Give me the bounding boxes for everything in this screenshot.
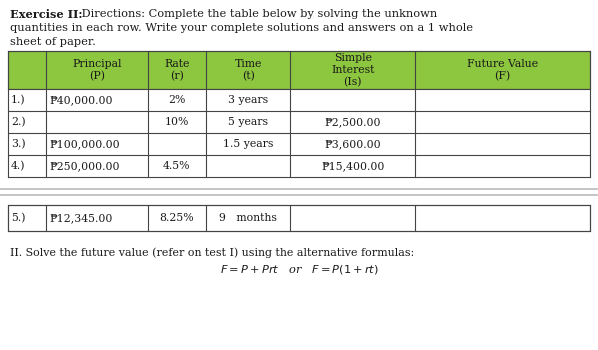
Text: ₱15,400.00: ₱15,400.00: [321, 161, 385, 171]
Text: quantities in each row. Write your complete solutions and answers on a 1 whole: quantities in each row. Write your compl…: [10, 23, 473, 33]
Text: ₱40,000.00: ₱40,000.00: [50, 95, 114, 105]
Text: ₱2,500.00: ₱2,500.00: [325, 117, 381, 127]
Text: 5.): 5.): [11, 213, 26, 223]
Text: ₱3,600.00: ₱3,600.00: [325, 139, 381, 149]
Text: Rate
(r): Rate (r): [164, 59, 190, 81]
Text: 4.): 4.): [11, 161, 26, 171]
Text: Directions: Complete the table below by solving the unknown: Directions: Complete the table below by …: [78, 9, 437, 19]
Text: Simple
Interest
(Is): Simple Interest (Is): [331, 53, 374, 87]
Text: 8.25%: 8.25%: [160, 213, 194, 223]
Text: II. Solve the future value (refer on test I) using the alternative formulas:: II. Solve the future value (refer on tes…: [10, 247, 414, 258]
Text: Principal
(P): Principal (P): [72, 59, 121, 81]
Text: 2.): 2.): [11, 117, 26, 127]
Text: 3 years: 3 years: [228, 95, 268, 105]
Text: 10%: 10%: [164, 117, 189, 127]
Text: ₱250,000.00: ₱250,000.00: [50, 161, 120, 171]
Bar: [8, 51, 590, 89]
Text: 5 years: 5 years: [228, 117, 268, 127]
Text: Future Value
(F): Future Value (F): [467, 59, 538, 81]
Text: ₱12,345.00: ₱12,345.00: [50, 213, 113, 223]
Bar: [8, 205, 590, 231]
Text: 1.): 1.): [11, 95, 26, 105]
Text: 1.5 years: 1.5 years: [223, 139, 273, 149]
Text: Time
(t): Time (t): [234, 59, 262, 81]
Text: sheet of paper.: sheet of paper.: [10, 37, 96, 47]
Text: 3.): 3.): [11, 139, 26, 149]
Text: ₱100,000.00: ₱100,000.00: [50, 139, 120, 149]
Text: 4.5%: 4.5%: [163, 161, 191, 171]
Text: Exercise II:: Exercise II:: [10, 9, 83, 20]
Text: 2%: 2%: [168, 95, 185, 105]
Text: $F = P + Prt$   or   $F = P(1 + rt)$: $F = P + Prt$ or $F = P(1 + rt)$: [219, 263, 379, 276]
Text: 9   months: 9 months: [219, 213, 277, 223]
Bar: [8, 89, 590, 177]
